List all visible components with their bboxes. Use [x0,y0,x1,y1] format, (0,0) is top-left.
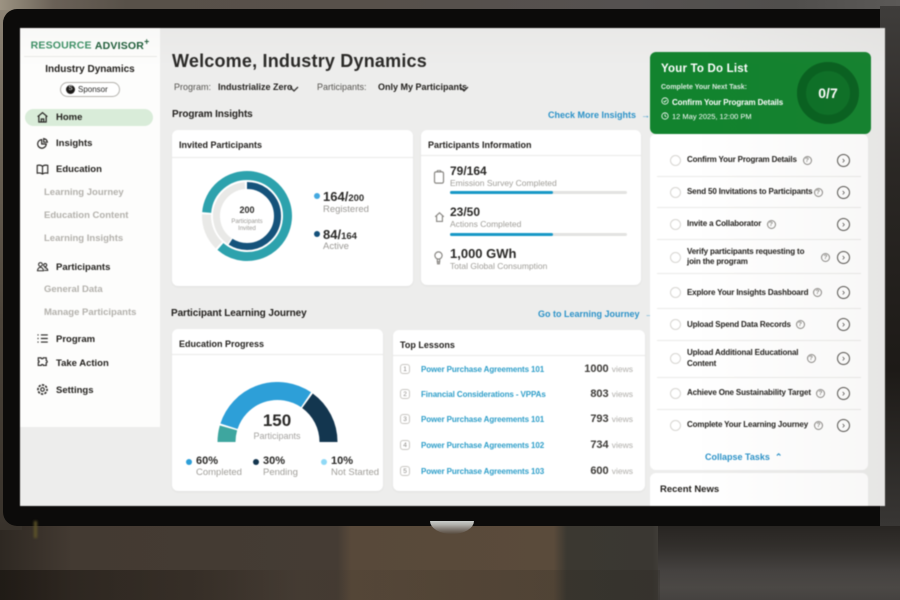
svg-text:Participants: Participants [231,219,262,225]
svg-text:200: 200 [239,205,254,215]
svg-text:0/7: 0/7 [818,85,838,101]
svg-text:Invited: Invited [238,226,256,232]
